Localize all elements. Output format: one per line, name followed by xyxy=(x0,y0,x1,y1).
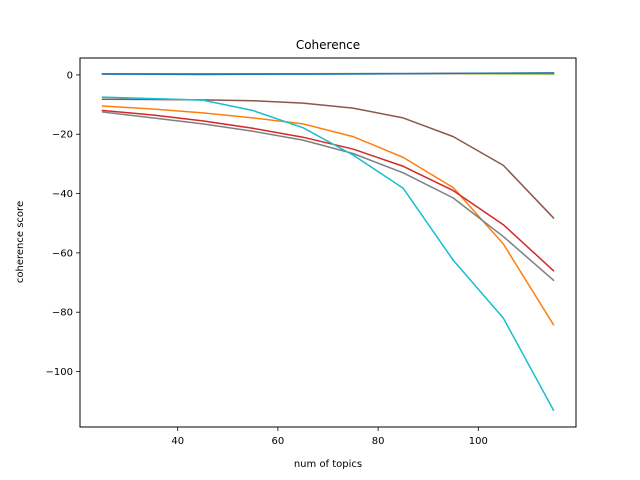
y-tick-label: −20 xyxy=(52,130,73,141)
series-line-9 xyxy=(101,72,555,76)
x-tick-label: 100 xyxy=(469,436,488,447)
y-axis-ticks: 0 −20 −40 −60 −80 −100 xyxy=(46,70,80,378)
series-line-1 xyxy=(101,105,555,326)
plot-frame xyxy=(79,57,577,428)
x-tick-label: 60 xyxy=(272,436,285,447)
x-tick-label: 80 xyxy=(372,436,385,447)
y-tick-label: −60 xyxy=(52,248,73,259)
series-line-4 xyxy=(101,111,555,282)
y-tick-label: −40 xyxy=(52,189,73,200)
x-axis-label: num of topics xyxy=(294,459,362,470)
y-tick-label: −100 xyxy=(46,367,73,378)
chart-title: Coherence xyxy=(296,38,360,52)
series-line-2 xyxy=(101,109,555,272)
y-tick-label: −80 xyxy=(52,308,73,319)
x-tick-label: 40 xyxy=(171,436,184,447)
x-axis-ticks: 40 60 80 100 xyxy=(171,427,488,447)
y-axis-label: coherence score xyxy=(15,201,26,283)
y-tick-label: 0 xyxy=(67,70,73,81)
series-layer xyxy=(101,72,555,412)
series-line-5 xyxy=(101,96,555,412)
